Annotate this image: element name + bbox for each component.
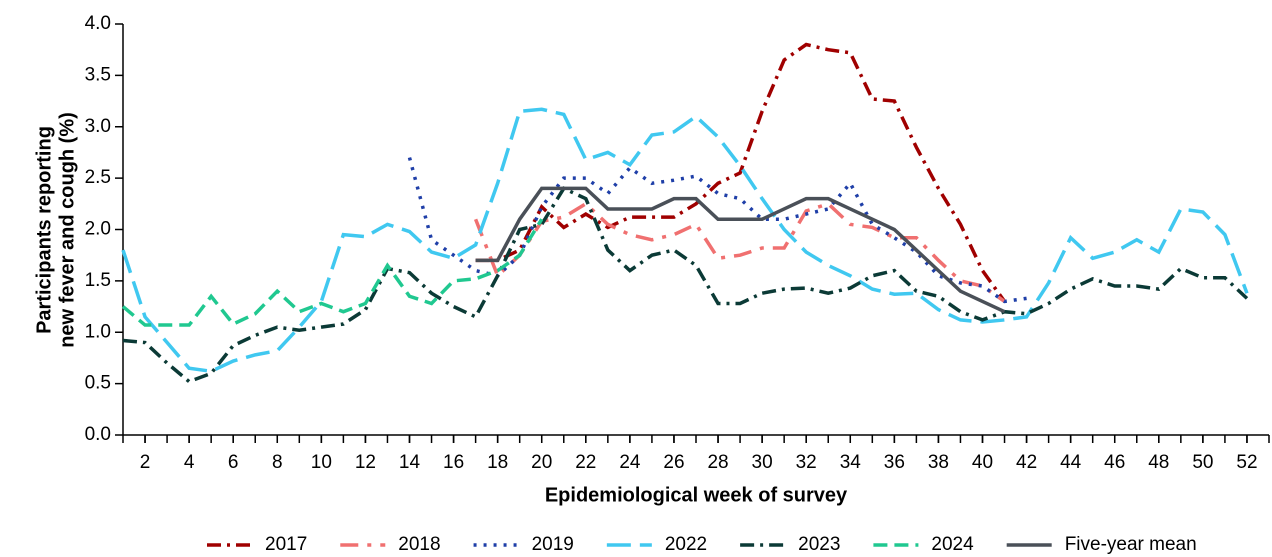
- series-line: [475, 42, 1006, 303]
- y-tick-label: 3.5: [85, 64, 111, 85]
- x-tick-label: 2: [140, 452, 151, 473]
- legend-label: 2018: [398, 534, 440, 555]
- y-tick-label: 3.0: [85, 116, 111, 137]
- x-tick-label: 16: [443, 452, 464, 473]
- legend-label: 2023: [798, 534, 840, 555]
- x-tick-label: 50: [1192, 452, 1213, 473]
- y-tick-label: 0.5: [85, 373, 111, 394]
- x-tick-label: 52: [1236, 452, 1257, 473]
- legend-label: 2022: [665, 534, 707, 555]
- legend-label: 2017: [265, 534, 307, 555]
- y-tick-label: 1.5: [85, 270, 111, 291]
- y-tick-label: 2.5: [85, 167, 111, 188]
- y-tick-label: 1.0: [85, 321, 111, 342]
- x-axis-label: Epidemiological week of survey: [545, 484, 848, 506]
- x-tick-label: 22: [575, 452, 596, 473]
- y-axis-label: new fever and cough (%): [56, 112, 78, 348]
- x-tick-label: 26: [663, 452, 684, 473]
- y-tick-label: 0.0: [85, 424, 111, 445]
- x-tick-label: 48: [1148, 452, 1169, 473]
- series-line: [407, 157, 1027, 304]
- x-tick-label: 38: [928, 452, 949, 473]
- y-axis-label: Participants reporting: [33, 126, 55, 334]
- y-tick-label: 4.0: [85, 13, 111, 34]
- x-tick-label: 6: [228, 452, 239, 473]
- x-tick-label: 42: [1016, 452, 1037, 473]
- x-tick-label: 8: [272, 452, 283, 473]
- x-tick-label: 24: [619, 452, 641, 473]
- legend-label: 2019: [532, 534, 574, 555]
- x-tick-label: 4: [184, 452, 195, 473]
- x-tick-label: 34: [840, 452, 862, 473]
- series-line: [473, 201, 1006, 303]
- series-line: [122, 186, 1249, 384]
- x-tick-label: 46: [1104, 452, 1125, 473]
- x-tick-label: 10: [311, 452, 332, 473]
- series-line: [121, 107, 1249, 374]
- legend-label: Five-year mean: [1065, 534, 1197, 555]
- x-tick-label: 32: [796, 452, 817, 473]
- series-line: [475, 186, 1006, 314]
- series-line: [121, 218, 544, 327]
- x-tick-label: 28: [707, 452, 728, 473]
- legend-label: 2024: [931, 534, 974, 555]
- x-tick-label: 36: [884, 452, 905, 473]
- x-tick-label: 12: [355, 452, 376, 473]
- x-tick-label: 14: [399, 452, 421, 473]
- x-tick-label: 30: [752, 452, 773, 473]
- y-tick-label: 2.0: [85, 219, 111, 240]
- x-tick-label: 40: [972, 452, 993, 473]
- x-tick-label: 18: [487, 452, 508, 473]
- x-tick-label: 44: [1060, 452, 1082, 473]
- x-tick-label: 20: [531, 452, 552, 473]
